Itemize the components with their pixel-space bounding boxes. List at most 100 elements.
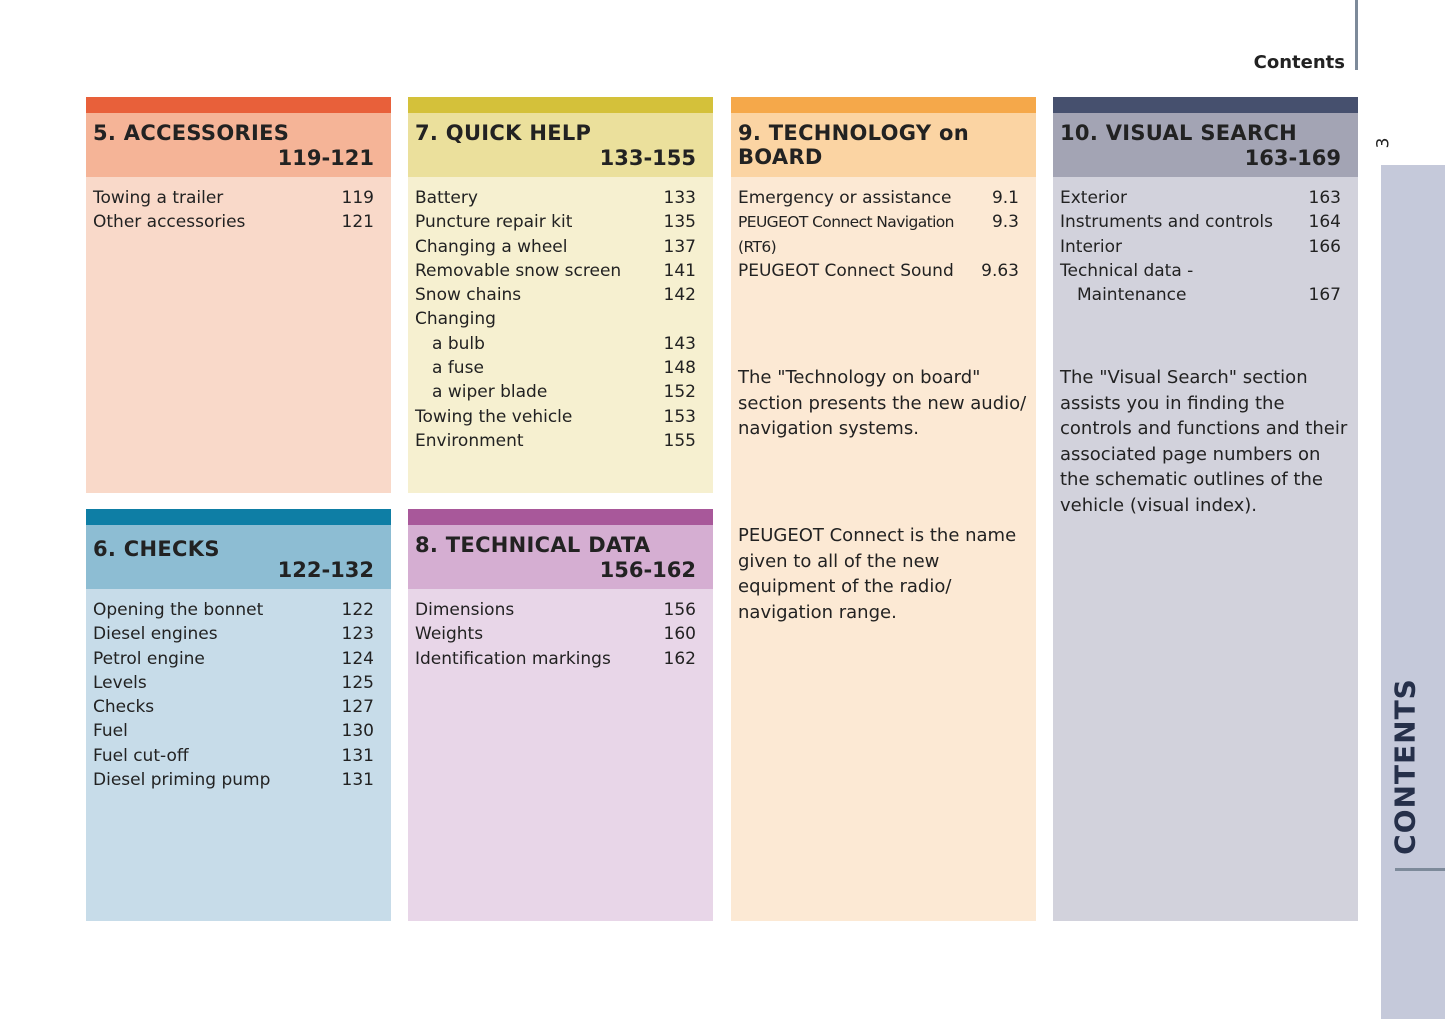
item-label: Other accessories [93,212,246,233]
item: Checks 127 [93,695,374,719]
item-page: 162 [663,648,696,669]
item: Technical data - [1060,259,1341,283]
section-body: Towing a trailer 119 Other accessories 121 [86,177,391,493]
section-title: 8. TECHNICAL DATA [415,533,651,557]
section-header: 9. TECHNOLOGY on BOARD [731,113,1036,177]
item-label: Fuel cut-off [93,745,189,766]
item-page: 156 [663,600,696,620]
item: Towing a trailer 119 [93,186,374,210]
item-page: 160 [663,624,696,645]
description: The "Technology on board" section presen… [738,367,1027,439]
item-label: Snow chains [415,285,522,306]
section-pages: 163-169 [1244,146,1341,170]
section-body: Dimensions 156 Weights 160 Identification ma… [408,589,713,921]
color-bar [1053,97,1358,113]
item-page: 153 [663,406,696,427]
item-label: Towing the vehicle [415,406,573,427]
item: Diesel priming pump 131 [93,768,374,792]
header-title: Contents [1253,52,1345,73]
item-label: Exterior [1060,188,1128,208]
section: 6. CHECKS 122-132 Opening the bonnet 122 Die… [86,509,391,921]
item: Towing the vehicle 153 [415,405,696,429]
item: Other accessories 121 [93,210,374,234]
item-label: Interior [1060,236,1123,257]
item-page: 135 [663,212,696,233]
section-header: 10. VISUAL SEARCH 163-169 [1053,113,1358,177]
item-label: Puncture repair kit [415,212,573,233]
item-label: a wiper blade [432,382,548,403]
section: 5. ACCESSORIES 119-121 Towing a trailer 119… [86,97,391,493]
item-page: 155 [663,430,696,451]
item-label: a bulb [432,333,485,354]
item-page: 122 [341,600,374,620]
section: 10. VISUAL SEARCH 163-169 Exterior 163 Instr… [1053,97,1358,921]
item-label: Dimensions [415,600,515,620]
tab-rule [1395,868,1445,871]
item: Puncture repair kit 135 [415,210,696,234]
section-header: 5. ACCESSORIES 119-121 [86,113,391,177]
item: Interior 166 [1060,235,1341,259]
item: Dimensions 156 [415,598,696,622]
item: Environment 155 [415,429,696,453]
item: Opening the bonnet 122 [93,598,374,622]
section-pages: 156-162 [599,558,696,582]
item: Petrol engine 124 [93,647,374,671]
item-page: 164 [1308,212,1341,233]
item: Weights 160 [415,622,696,646]
section-title: 5. ACCESSORIES [93,121,290,145]
item-label: Petrol engine [93,648,205,669]
item-label: PEUGEOT Connect Sound [738,260,954,281]
section-title: 6. CHECKS [93,537,220,561]
tab-label: CONTENTS [1388,678,1422,855]
item-label: a fuse [432,358,484,379]
item: Fuel 130 [93,719,374,743]
section: 8. TECHNICAL DATA 156-162 Dimensions 156 Wei… [408,509,713,921]
item-label: Emergency or assistance [738,188,952,208]
item-page: 167 [1308,285,1341,306]
description: The "Visual Search" section assists you … [1060,367,1348,516]
item-page: 137 [663,236,696,257]
item: PEUGEOT Connect Navigation (RT6) 9.3 [738,210,1019,259]
header-rule [1355,0,1358,70]
item: a wiper blade 152 [415,380,696,404]
page-number: 3 [1373,137,1394,149]
color-bar [86,97,391,113]
section-header: 7. QUICK HELP 133-155 [408,113,713,177]
description: PEUGEOT Connect is the name given to all… [738,525,1017,623]
item-label: Changing [415,309,496,330]
item-page: 9.1 [991,188,1019,208]
color-bar [408,509,713,525]
item: PEUGEOT Connect Sound 9.63 [738,259,1019,283]
item-page: 9.3 [991,212,1019,233]
section-body: Emergency or assistance 9.1 PEUGEOT Connec… [731,177,1036,921]
item-page: 148 [663,358,696,379]
item-page: 143 [663,333,696,354]
item-label: Opening the bonnet [93,600,264,620]
item-label: Instruments and controls [1060,212,1273,233]
item-page: 125 [341,672,374,693]
item-label: PEUGEOT Connect Navigation (RT6) [738,213,955,256]
item: Exterior 163 [1060,186,1341,210]
item-label: Fuel [93,721,128,742]
item: Snow chains 142 [415,283,696,307]
item-page: 119 [341,188,374,208]
item-label: Diesel engines [93,624,218,645]
item-page: 141 [663,260,696,281]
item-page: 142 [663,285,696,306]
color-bar [731,97,1036,113]
item-page: 131 [341,745,374,766]
item-label: Towing a trailer [93,188,224,208]
item: Fuel cut-off 131 [93,744,374,768]
section-body: Exterior 163 Instruments and controls 164 In… [1053,177,1358,921]
item-page: 131 [341,770,374,791]
item-label: Removable snow screen [415,260,622,281]
item-label: Levels [93,672,147,693]
item: Maintenance 167 [1060,283,1341,307]
item: Diesel engines 123 [93,622,374,646]
item: a bulb 143 [415,332,696,356]
item: Battery 133 [415,186,696,210]
section-body: Opening the bonnet 122 Diesel engines 123 Pe… [86,589,391,921]
section: 9. TECHNOLOGY on BOARD Emergency or assis… [731,97,1036,921]
item-label: Environment [415,430,524,451]
